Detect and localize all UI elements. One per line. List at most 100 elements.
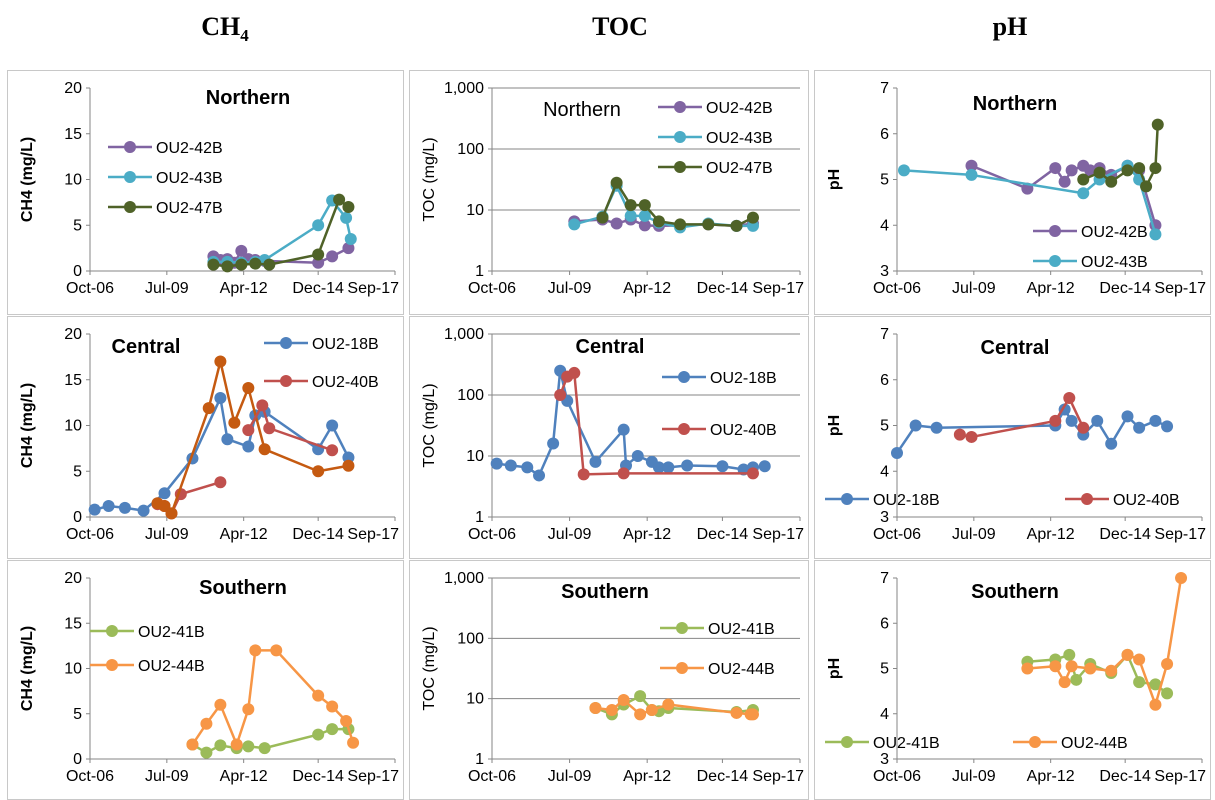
y-tick-label: 10: [64, 418, 82, 435]
legend-swatch-marker: [106, 659, 118, 671]
data-point: [202, 402, 215, 415]
data-point: [610, 217, 623, 230]
data-point: [965, 168, 978, 181]
legend-swatch-marker: [124, 171, 136, 183]
x-tick-label: Jul-09: [548, 526, 592, 543]
x-tick-label: Apr-12: [220, 280, 268, 297]
legend-swatch-marker: [124, 141, 136, 153]
series-OU2-41B: [186, 723, 355, 759]
y-axis-label: CH4 (mg/L): [19, 383, 36, 468]
data-point: [746, 211, 759, 224]
data-point: [326, 250, 339, 263]
legend-label: OU2-42B: [156, 140, 223, 157]
data-point: [645, 703, 658, 716]
y-tick-label: 5: [880, 418, 889, 435]
legend: OU2-18B OU2-40B: [825, 492, 1180, 509]
data-point: [1121, 164, 1134, 177]
y-tick-label: 7: [880, 570, 889, 587]
y-tick-label: 7: [880, 80, 889, 97]
data-point: [228, 416, 241, 429]
legend-swatch-marker: [678, 371, 690, 383]
y-tick-label: 100: [457, 141, 484, 158]
data-point: [891, 446, 903, 459]
data-point: [256, 399, 269, 412]
data-point: [490, 457, 503, 470]
data-point: [1049, 162, 1062, 175]
data-point: [702, 218, 715, 231]
data-point: [221, 260, 234, 273]
chart-title: Southern: [561, 581, 649, 603]
chart-panel-ph-central: 3 4 5 6 7 Oct-06 Jul-09 Apr-12 Dec-14 Sep-17 pH Cen…: [814, 316, 1211, 559]
data-point: [674, 218, 687, 231]
x-tick-label: Sep-17: [752, 526, 804, 543]
data-point: [137, 504, 150, 517]
data-point: [662, 461, 675, 474]
legend: OU2-42B OU2-43B OU2-47B: [108, 140, 223, 217]
data-point: [326, 444, 339, 457]
legend-label: OU2-44B: [1061, 735, 1128, 752]
series-OU2-44B: [1021, 572, 1188, 711]
data-point: [589, 702, 602, 715]
data-point: [1084, 164, 1097, 177]
data-point: [568, 218, 581, 231]
data-point: [342, 242, 355, 255]
data-point: [242, 381, 255, 394]
data-point: [342, 200, 355, 213]
data-point: [1058, 175, 1071, 188]
column-header-toc: TOC: [470, 12, 770, 42]
x-tick-label: Oct-06: [66, 768, 114, 785]
x-tick-label: Dec-14: [697, 280, 749, 297]
data-point: [1151, 118, 1164, 131]
chart-title: Northern: [206, 87, 290, 109]
data-point: [312, 256, 325, 269]
series-OU2-18B: [88, 392, 355, 517]
y-tick-label: 4: [880, 706, 889, 723]
data-point: [1063, 648, 1076, 661]
data-point: [1091, 414, 1104, 427]
x-tick-label: Dec-14: [697, 526, 749, 543]
data-point: [605, 703, 618, 716]
data-point: [214, 355, 227, 368]
x-tick-label: Apr-12: [623, 768, 671, 785]
legend-label: OU2-44B: [708, 661, 775, 678]
data-point: [521, 461, 534, 474]
data-point: [596, 211, 609, 224]
data-point: [758, 460, 771, 473]
data-point: [1058, 676, 1071, 689]
data-point: [624, 209, 637, 222]
x-tick-label: Apr-12: [623, 280, 671, 297]
x-tick-label: Oct-06: [468, 280, 516, 297]
data-point: [342, 459, 355, 472]
y-axis-label: TOC (mg/L): [421, 626, 438, 710]
legend-label: OU2-44B: [138, 658, 205, 675]
data-point: [1049, 660, 1062, 673]
legend-label: OU2-18B: [710, 370, 777, 387]
data-point: [186, 738, 199, 751]
legend-label: OU2-18B: [312, 336, 379, 353]
y-tick-label: 6: [880, 372, 889, 389]
legend-swatch-marker: [1049, 225, 1061, 237]
y-tick-label: 20: [64, 570, 82, 587]
data-point: [617, 423, 630, 436]
chart-title: Central: [981, 337, 1050, 359]
data-point: [1063, 392, 1076, 405]
legend-swatch-marker: [1081, 493, 1093, 505]
data-point: [214, 476, 227, 489]
chart-title: Northern: [543, 99, 621, 121]
data-point: [249, 644, 262, 657]
data-point: [235, 258, 248, 271]
data-point: [1093, 166, 1106, 179]
data-point: [312, 248, 325, 261]
y-tick-label: 1: [475, 263, 484, 280]
data-point: [1133, 676, 1146, 689]
data-point: [617, 694, 630, 707]
y-tick-label: 0: [73, 751, 82, 768]
data-point: [258, 443, 271, 456]
y-tick-label: 6: [880, 126, 889, 143]
legend-label: OU2-41B: [138, 624, 205, 641]
series-line: [959, 396, 1085, 439]
series-OU2-40B: [953, 392, 1090, 443]
data-point: [554, 389, 567, 401]
y-axis-label: pH: [826, 415, 843, 436]
data-point: [610, 176, 623, 189]
